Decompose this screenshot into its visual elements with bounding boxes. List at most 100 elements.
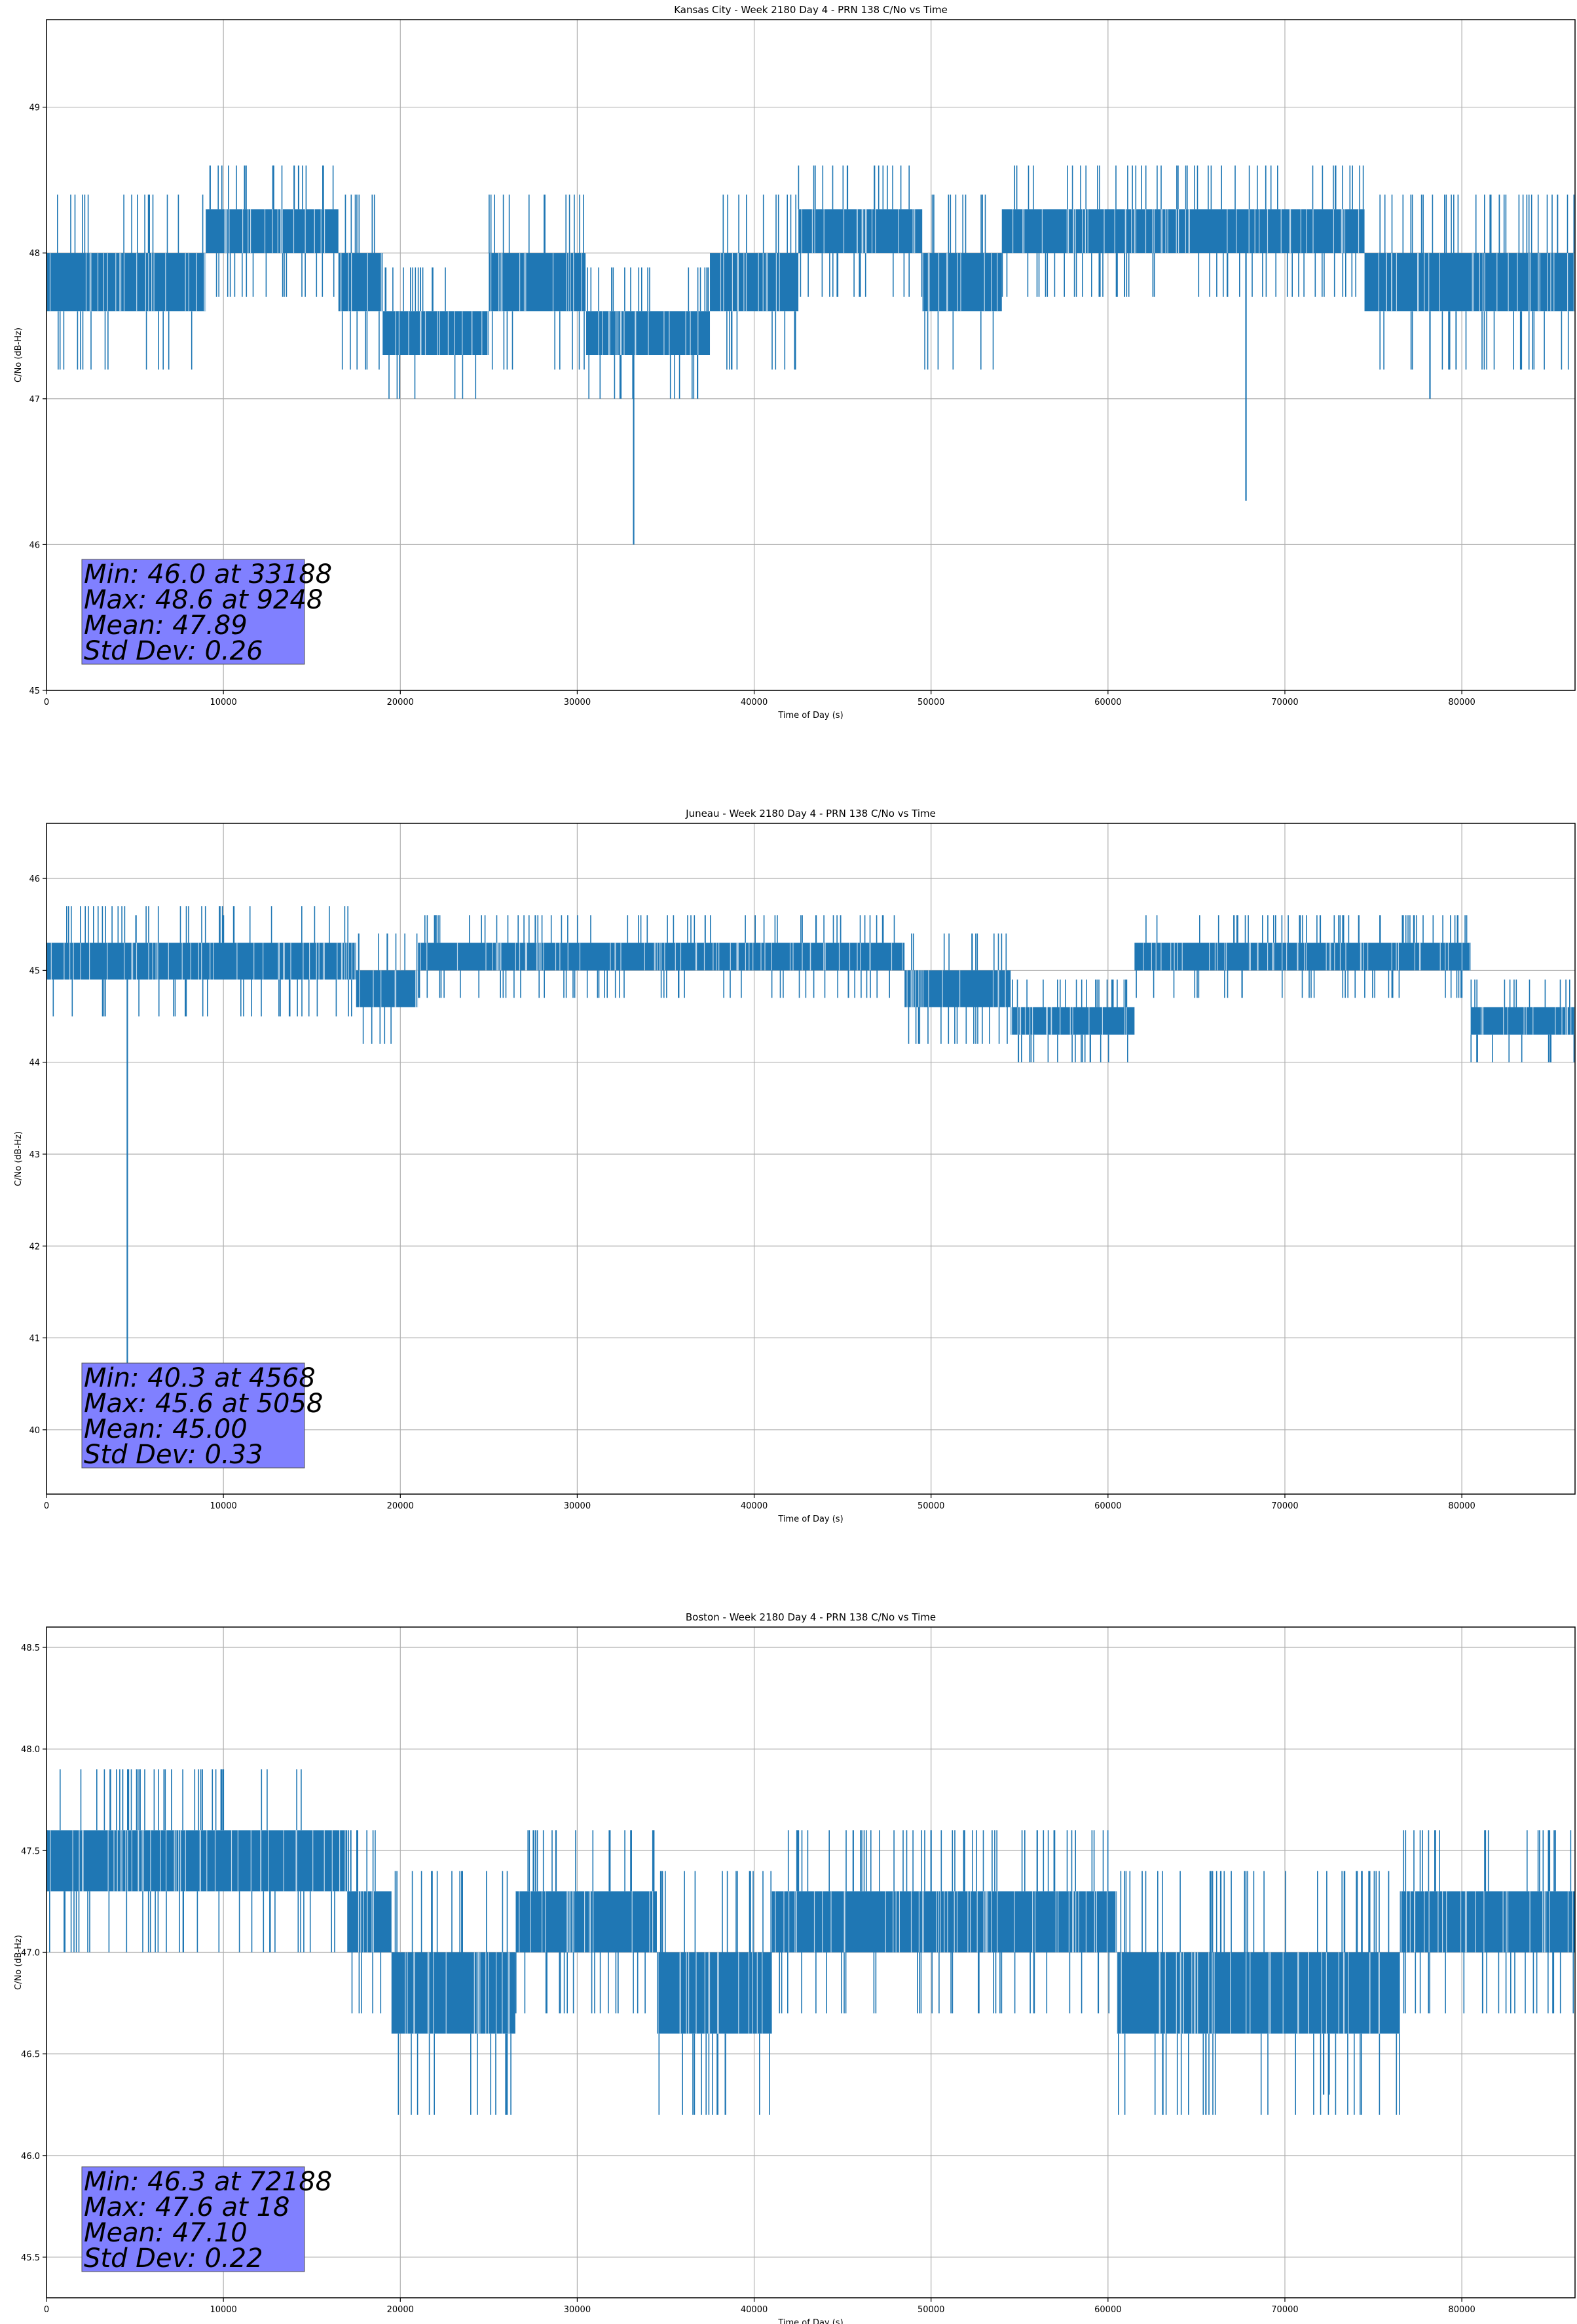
y-tick-label: 49: [29, 103, 40, 113]
data-band: [656, 1952, 772, 2034]
data-band: [798, 209, 923, 253]
x-tick-label: 40000: [741, 1501, 768, 1511]
stats-std: Std Dev: 0.22: [84, 2243, 263, 2274]
chart-title: Juneau - Week 2180 Day 4 - PRN 138 C/No …: [685, 808, 936, 819]
series-1: [46, 906, 1575, 1402]
y-tick-label: 43: [29, 1150, 40, 1160]
data-band: [382, 311, 489, 355]
x-tick-label: 50000: [918, 698, 944, 707]
x-tick-label: 10000: [210, 1501, 236, 1511]
data-band: [1364, 253, 1575, 312]
data-band: [46, 253, 206, 312]
y-tick-label: 45: [29, 966, 40, 976]
data-gap: [395, 311, 489, 355]
data-band: [1117, 1952, 1400, 2034]
data-band: [1400, 1891, 1575, 1953]
data-band: [356, 970, 418, 1007]
y-tick-label: 45: [29, 686, 40, 696]
chart-1: 0 10000 20000 30000 40000 50000 60000 70000 8000…: [14, 808, 1576, 1524]
stats-min: Min: 46.3 at 72188: [84, 2167, 332, 2197]
chart-0: 0 10000 20000 30000 40000 50000 60000 70000 8000…: [14, 4, 1576, 721]
stats-min: Min: 46.0 at 33188: [84, 559, 332, 590]
y-tick-label: 42: [29, 1242, 40, 1252]
data-gap: [420, 943, 903, 971]
y-tick-label: 40: [29, 1426, 40, 1436]
data-band: [46, 1830, 348, 1892]
stats-mean: Mean: 47.89: [84, 610, 248, 641]
y-tick-label: 44: [29, 1059, 40, 1068]
y-tick-label: 46: [29, 874, 40, 884]
stats-max: Max: 45.6 at 5058: [84, 1389, 323, 1419]
x-tick-label: 0: [44, 1501, 49, 1511]
data-gap: [50, 1830, 346, 1892]
data-noise: [1001, 165, 1364, 297]
x-tick-label: 30000: [564, 698, 591, 707]
x-tick-label: 70000: [1271, 1501, 1298, 1511]
y-tick-label: 47.0: [21, 1948, 40, 1958]
data-gap: [358, 1891, 374, 1953]
x-tick-label: 0: [44, 2305, 49, 2315]
x-tick-label: 20000: [387, 698, 414, 707]
x-tick-label: 70000: [1271, 698, 1298, 707]
x-tick-label: 0: [44, 698, 49, 707]
x-tick-label: 50000: [918, 1501, 944, 1511]
x-tick-label: 60000: [1094, 698, 1121, 707]
data-noise: [1403, 1830, 1574, 2014]
stats-std: Std Dev: 0.26: [84, 636, 263, 666]
stats-max: Max: 48.6 at 9248: [84, 585, 323, 615]
data-gap: [720, 253, 780, 312]
chart-title: Boston - Week 2180 Day 4 - PRN 138 C/No …: [686, 1611, 936, 1623]
y-tick-label: 46.5: [21, 2050, 40, 2060]
y-tick-label: 48: [29, 249, 40, 259]
chart-2: 0 10000 20000 30000 40000 50000 60000 70000 8000…: [14, 1611, 1576, 2324]
data-gap: [1378, 253, 1574, 312]
data-band: [904, 970, 1011, 1007]
x-tick-label: 30000: [564, 1501, 591, 1511]
stats-box: [81, 2166, 305, 2272]
y-tick-label: 47.5: [21, 1846, 40, 1856]
data-gap: [405, 1952, 510, 2034]
y-tick-label: 46: [29, 540, 40, 550]
data-band: [1470, 1007, 1575, 1035]
data-band: [347, 1891, 392, 1953]
axes-frame: [46, 19, 1576, 691]
stats-min: Min: 40.3 at 4568: [84, 1363, 316, 1393]
data-gap: [1400, 1891, 1573, 1953]
data-gap: [224, 209, 325, 253]
data-gap: [49, 253, 206, 312]
x-tick-label: 70000: [1271, 2305, 1298, 2315]
x-tick-label: 30000: [564, 2305, 591, 2315]
axes-frame: [46, 1626, 1576, 2298]
stats-std: Std Dev: 0.33: [84, 1440, 263, 1470]
x-tick-label: 10000: [210, 698, 236, 707]
stats-box: [81, 1362, 305, 1469]
y-tick-label: 46.0: [21, 2152, 40, 2162]
data-gap: [340, 253, 382, 312]
data-gap: [906, 970, 1006, 1007]
data-gap: [658, 1952, 763, 2034]
data-gap: [1143, 943, 1471, 971]
data-band: [515, 1891, 657, 1953]
data-gap: [801, 209, 916, 253]
x-axis-label: Time of Day (s): [777, 711, 843, 721]
data-gap: [491, 253, 586, 312]
series-2: [46, 1769, 1575, 2115]
data-band: [338, 253, 383, 312]
data-band: [922, 253, 1002, 312]
x-axis-label: Time of Day (s): [777, 2318, 843, 2324]
data-gap: [515, 1891, 654, 1953]
x-tick-label: 60000: [1094, 2305, 1121, 2315]
data-band: [489, 253, 586, 312]
y-tick-label: 48.5: [21, 1643, 40, 1653]
axes-frame: [46, 823, 1576, 1495]
data-gap: [922, 253, 998, 312]
x-tick-label: 50000: [918, 2305, 944, 2315]
stats-mean: Mean: 45.00: [84, 1414, 248, 1444]
stats-max: Max: 47.6 at 18: [84, 2192, 289, 2222]
x-tick-label: 60000: [1094, 1501, 1121, 1511]
data-noise: [341, 195, 380, 370]
stats-mean: Mean: 47.10: [84, 2218, 248, 2248]
y-tick-label: 48.0: [21, 1745, 40, 1755]
chart-title: Kansas City - Week 2180 Day 4 - PRN 138 …: [674, 4, 948, 16]
